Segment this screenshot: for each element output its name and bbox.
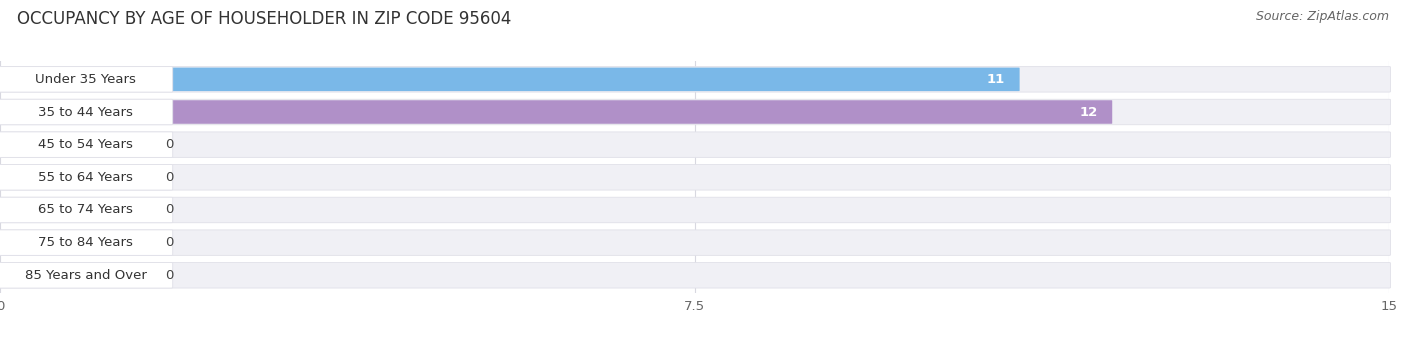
FancyBboxPatch shape [0,66,1391,92]
FancyBboxPatch shape [0,100,1112,124]
Text: 0: 0 [166,236,174,249]
Text: 0: 0 [166,204,174,217]
FancyBboxPatch shape [0,165,173,190]
FancyBboxPatch shape [0,165,1391,190]
FancyBboxPatch shape [0,68,1019,91]
Text: 55 to 64 Years: 55 to 64 Years [38,171,134,184]
Text: Source: ZipAtlas.com: Source: ZipAtlas.com [1256,10,1389,23]
Text: 85 Years and Over: 85 Years and Over [25,269,146,282]
Text: 75 to 84 Years: 75 to 84 Years [38,236,134,249]
FancyBboxPatch shape [0,99,173,125]
FancyBboxPatch shape [0,264,155,287]
FancyBboxPatch shape [0,263,173,288]
FancyBboxPatch shape [0,263,1391,288]
Text: 0: 0 [166,269,174,282]
FancyBboxPatch shape [0,198,155,222]
Text: 12: 12 [1080,105,1098,119]
FancyBboxPatch shape [0,99,1391,125]
Text: 35 to 44 Years: 35 to 44 Years [38,105,134,119]
FancyBboxPatch shape [0,132,173,158]
FancyBboxPatch shape [0,133,155,157]
Text: OCCUPANCY BY AGE OF HOUSEHOLDER IN ZIP CODE 95604: OCCUPANCY BY AGE OF HOUSEHOLDER IN ZIP C… [17,10,512,28]
FancyBboxPatch shape [0,230,1391,255]
FancyBboxPatch shape [0,231,155,254]
FancyBboxPatch shape [0,166,155,189]
Text: 65 to 74 Years: 65 to 74 Years [38,204,134,217]
FancyBboxPatch shape [0,197,173,223]
Text: 45 to 54 Years: 45 to 54 Years [38,138,134,151]
FancyBboxPatch shape [0,230,173,255]
FancyBboxPatch shape [0,197,1391,223]
Text: 11: 11 [987,73,1005,86]
Text: 0: 0 [166,171,174,184]
FancyBboxPatch shape [0,66,173,92]
FancyBboxPatch shape [0,132,1391,158]
Text: Under 35 Years: Under 35 Years [35,73,136,86]
Text: 0: 0 [166,138,174,151]
